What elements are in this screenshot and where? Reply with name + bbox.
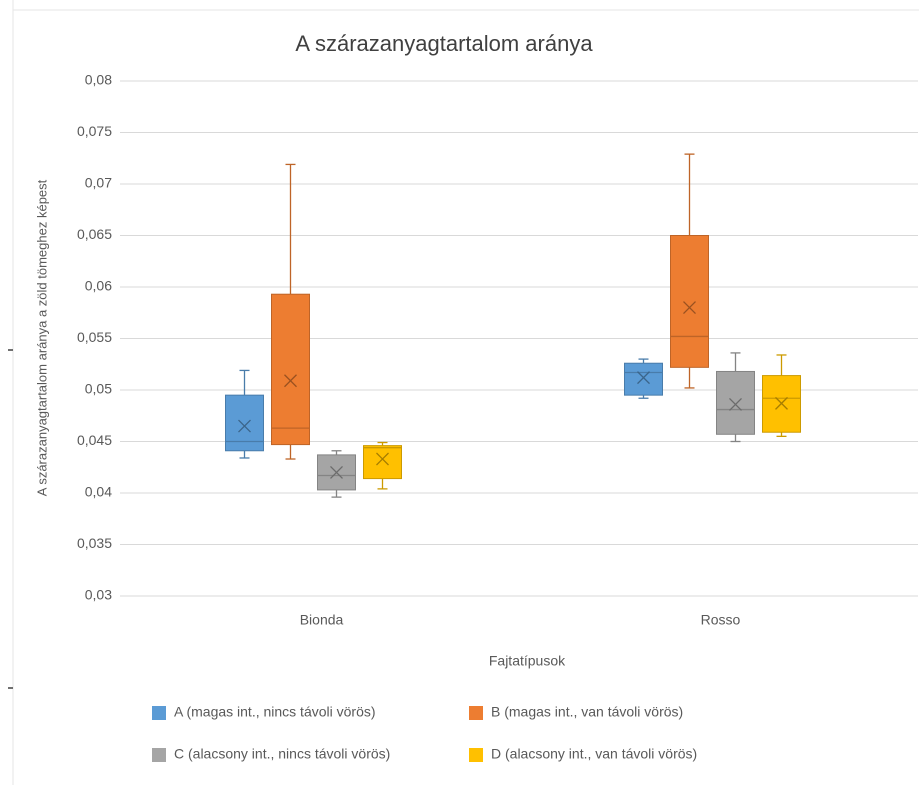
mean-marker xyxy=(683,301,696,315)
x-axis-label: Fajtatípusok xyxy=(489,653,566,669)
y-tick-label: 0,03 xyxy=(85,587,112,603)
box-group xyxy=(363,441,402,490)
box xyxy=(624,362,663,396)
mean-marker xyxy=(330,465,343,479)
y-tick-label: 0,055 xyxy=(77,329,112,345)
y-tick-label: 0,04 xyxy=(85,484,112,500)
box-group xyxy=(670,153,709,389)
y-tick-label: 0,05 xyxy=(85,381,112,397)
box-group xyxy=(762,354,801,438)
mean-marker xyxy=(284,374,297,388)
chart-title: A szárazanyagtartalom aránya xyxy=(295,31,593,56)
legend-label: A (magas int., nincs távoli vörös) xyxy=(174,704,376,720)
mean-marker xyxy=(637,371,650,385)
legend-swatch xyxy=(152,706,166,720)
y-tick-label: 0,045 xyxy=(77,432,112,448)
box xyxy=(271,293,310,446)
y-tick-label: 0,065 xyxy=(77,226,112,242)
y-axis-label: A szárazanyagtartalom aránya a zöld töme… xyxy=(34,179,49,496)
legend-label: D (alacsony int., van távoli vörös) xyxy=(491,746,697,762)
y-tick-label: 0,06 xyxy=(85,278,112,294)
box-group xyxy=(271,163,310,460)
mean-marker xyxy=(775,396,788,410)
mean-marker xyxy=(729,397,742,411)
box xyxy=(670,235,709,368)
legend-swatch xyxy=(469,706,483,720)
legend-swatch xyxy=(152,748,166,762)
box xyxy=(225,394,264,452)
y-tick-label: 0,08 xyxy=(85,72,112,88)
x-tick-label: Rosso xyxy=(701,612,741,628)
box-group xyxy=(624,358,663,399)
legend-label: C (alacsony int., nincs távoli vörös) xyxy=(174,746,390,762)
legend-swatch xyxy=(469,748,483,762)
mean-marker xyxy=(376,452,389,466)
y-tick-label: 0,07 xyxy=(85,175,112,191)
box-group xyxy=(716,352,755,443)
box-group xyxy=(317,450,356,498)
legend-label: B (magas int., van távoli vörös) xyxy=(491,704,683,720)
box xyxy=(716,370,755,435)
y-tick-label: 0,075 xyxy=(77,123,112,139)
y-tick-label: 0,035 xyxy=(77,535,112,551)
mean-marker xyxy=(238,419,251,433)
box-group xyxy=(225,369,264,459)
x-tick-label: Bionda xyxy=(300,612,344,628)
box xyxy=(363,445,402,480)
